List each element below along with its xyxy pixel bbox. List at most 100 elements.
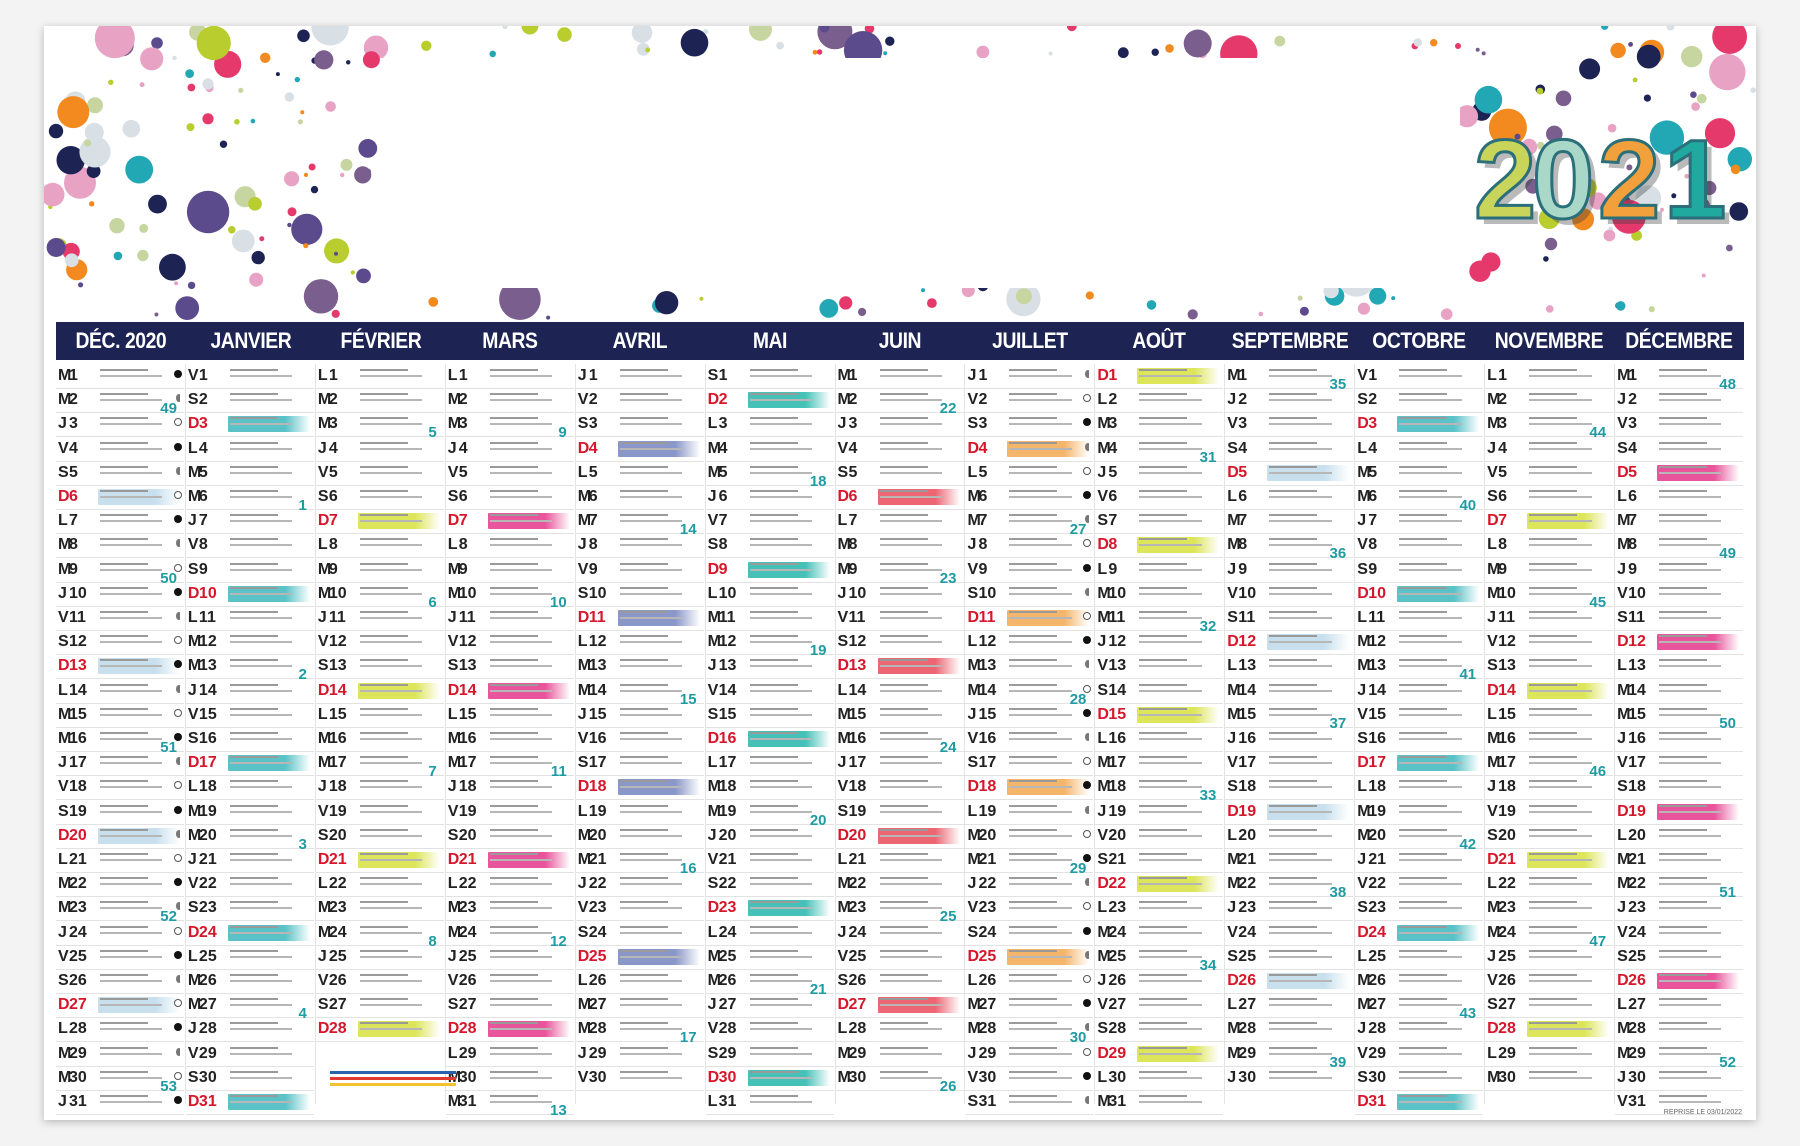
saint-name-placeholder bbox=[489, 535, 570, 555]
weekday-letter: M bbox=[447, 1093, 462, 1110]
day-number: 8 bbox=[1498, 536, 1508, 554]
day-number: 10 bbox=[1498, 584, 1516, 602]
weekday-letter: S bbox=[1227, 609, 1238, 626]
day-cell: L 12 bbox=[965, 630, 1094, 656]
day-number: 16 bbox=[718, 730, 737, 747]
day-number: 28 bbox=[198, 1020, 217, 1038]
day-number: 5 bbox=[1498, 463, 1508, 481]
weekday-letter: V bbox=[58, 947, 69, 965]
day-number: 7 bbox=[848, 512, 858, 530]
month-column: D 1 L 2 M 3 M 4 J 5 V 6 S 7 D 8 L 9 M 10 M 11 J 12 V 13 S 14 D 15 L 16 M… bbox=[1095, 364, 1226, 1115]
saint-name-placeholder bbox=[100, 390, 180, 410]
day-cell: D 10 bbox=[185, 582, 314, 607]
saint-name-placeholder bbox=[100, 584, 180, 604]
confetti-dot bbox=[1750, 87, 1756, 93]
weekday-letter: J bbox=[1617, 391, 1626, 409]
weekday-letter: S bbox=[1357, 1068, 1368, 1086]
day-cell: J 22 bbox=[965, 872, 1094, 898]
weekday-letter: M bbox=[1617, 851, 1631, 868]
weekday-letter: S bbox=[1227, 778, 1238, 796]
month-header: JANVIER bbox=[210, 328, 292, 353]
weekday-letter: J bbox=[58, 923, 67, 941]
weekday-letter: M bbox=[187, 633, 202, 651]
saint-name-placeholder bbox=[100, 487, 180, 507]
day-number: 12 bbox=[198, 633, 217, 651]
day-number: 1 bbox=[978, 367, 988, 384]
confetti-dot bbox=[86, 164, 101, 179]
weekday-letter: V bbox=[1227, 923, 1238, 941]
day-cell: J 31 bbox=[56, 1090, 184, 1115]
weekday-letter: V bbox=[577, 730, 589, 747]
weekday-letter: L bbox=[447, 705, 458, 723]
saint-name-placeholder bbox=[879, 463, 960, 483]
saint-name-placeholder bbox=[1659, 584, 1739, 604]
day-number: 26 bbox=[1238, 972, 1257, 989]
day-number: 4 bbox=[1368, 439, 1378, 457]
day-cell: D 28 bbox=[445, 1017, 574, 1043]
weekday-letter: M bbox=[1617, 536, 1631, 554]
saint-name-placeholder bbox=[489, 439, 570, 459]
week-number: 27 bbox=[1069, 521, 1087, 539]
weekday-letter: D bbox=[58, 996, 70, 1014]
day-number: 18 bbox=[1108, 778, 1127, 796]
saint-name-placeholder bbox=[489, 898, 570, 918]
day-number: 8 bbox=[1238, 536, 1248, 554]
weekday-letter: M bbox=[577, 488, 592, 505]
saint-name-placeholder bbox=[1399, 777, 1479, 797]
day-cell: S 15 bbox=[705, 703, 834, 728]
day-number: 30 bbox=[718, 1068, 737, 1086]
weekday-letter: M bbox=[1357, 972, 1371, 989]
confetti-dot bbox=[219, 140, 228, 148]
day-cell: V 11 bbox=[835, 606, 964, 631]
day-number: 1 bbox=[588, 367, 598, 384]
day-number: 20 bbox=[1108, 826, 1127, 844]
month-column: S 1 D 2 L 3 M 4 M 5 J 6 V 7 S 8 D 9 L 10 M 11 M 12 J 13 V 14 S 15 D 16 L… bbox=[705, 364, 836, 1115]
weekday-letter: S bbox=[577, 415, 589, 433]
weekday-letter: V bbox=[1357, 536, 1368, 554]
moon-phase-icon bbox=[1083, 684, 1092, 693]
day-number: 28 bbox=[1108, 1020, 1127, 1038]
moon-phase-icon bbox=[1085, 1023, 1091, 1032]
confetti-dot bbox=[314, 50, 334, 70]
confetti-dot bbox=[1536, 87, 1544, 95]
weekday-letter: M bbox=[317, 923, 332, 941]
day-number: 27 bbox=[978, 996, 997, 1014]
weekday-letter: J bbox=[577, 875, 587, 893]
day-number: 19 bbox=[588, 802, 607, 820]
saint-name-placeholder bbox=[619, 705, 700, 725]
day-cell: D 13 bbox=[835, 654, 964, 680]
weekday-letter: M bbox=[1617, 705, 1631, 723]
weekday-letter: S bbox=[1487, 826, 1498, 844]
day-cell: V 30 bbox=[575, 1066, 704, 1091]
weekday-letter: L bbox=[837, 1020, 848, 1038]
weekday-letter: J bbox=[707, 826, 717, 844]
saint-name-placeholder bbox=[1529, 535, 1609, 555]
day-cell: V 23 bbox=[575, 896, 704, 922]
weekday-letter: M bbox=[187, 657, 202, 675]
day-number: 15 bbox=[1238, 705, 1257, 723]
saint-name-placeholder bbox=[619, 439, 700, 459]
weekday-letter: S bbox=[447, 488, 459, 505]
day-number: 25 bbox=[1108, 947, 1127, 965]
day-number: 21 bbox=[1238, 851, 1257, 868]
day-number: 2 bbox=[1238, 391, 1248, 409]
day-number: 18 bbox=[1368, 778, 1387, 796]
saint-name-placeholder bbox=[1659, 681, 1739, 701]
saint-name-placeholder bbox=[100, 608, 180, 628]
day-number: 17 bbox=[848, 754, 867, 772]
day-cell: D 31 bbox=[185, 1090, 314, 1115]
weekday-letter: M bbox=[1097, 609, 1111, 626]
weekday-letter: J bbox=[1227, 899, 1237, 917]
confetti-dot bbox=[324, 238, 350, 264]
day-cell: M 13 bbox=[575, 654, 704, 680]
day-cell: M 10 bbox=[445, 582, 574, 607]
weekday-letter: M bbox=[707, 778, 721, 796]
day-number: 25 bbox=[718, 947, 737, 965]
saint-name-placeholder bbox=[1529, 753, 1609, 773]
